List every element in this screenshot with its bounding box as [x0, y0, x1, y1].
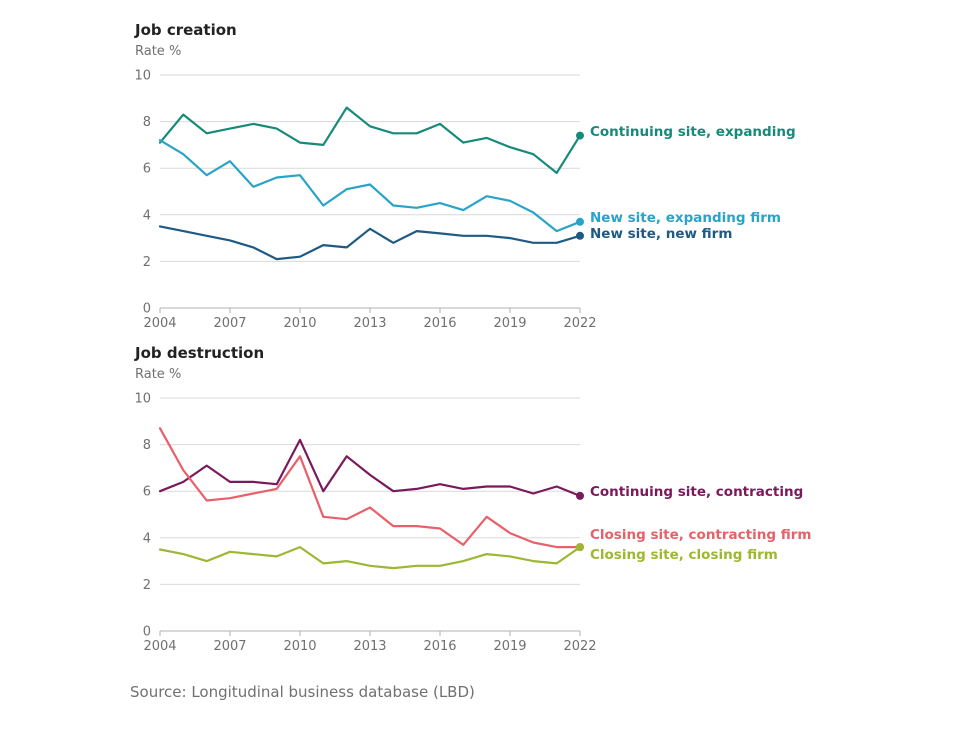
series-label-2: Closing site, closing firm — [590, 547, 778, 563]
x-tick-label: 2013 — [353, 639, 386, 654]
y-tick-label: 6 — [143, 485, 151, 500]
y-tick-label: 0 — [143, 302, 151, 317]
x-tick-label: 2004 — [143, 639, 176, 654]
series-line-0 — [158, 438, 582, 497]
series-label-2: New site, new firm — [590, 226, 732, 242]
x-tick-label: 2010 — [283, 316, 316, 331]
chart-title: Job creation — [134, 21, 237, 39]
y-tick-label: 10 — [134, 69, 151, 84]
x-tick-label: 2007 — [213, 639, 246, 654]
series-line-2 — [158, 225, 582, 261]
series-line-1 — [158, 139, 582, 233]
x-tick-label: 2019 — [493, 639, 526, 654]
x-tick-label: 2022 — [563, 316, 596, 331]
series-end-point-1 — [576, 217, 584, 226]
series-label-0: Continuing site, contracting — [590, 484, 803, 500]
x-tick-label: 2013 — [353, 316, 386, 331]
job-creation-panel: Job creation Rate % 0 2 4 6 8 10 2004 2007 2010 201… — [134, 21, 796, 331]
y-tick-label: 8 — [143, 115, 151, 130]
series-end-point-0 — [576, 491, 584, 500]
series-label-1: New site, expanding firm — [590, 210, 781, 226]
x-tick-label: 2007 — [213, 316, 246, 331]
series-line-1 — [158, 427, 582, 549]
series-end-point-2 — [576, 231, 584, 240]
series-label-1: Closing site, contracting firm — [590, 527, 811, 543]
y-axis-label: Rate % — [135, 44, 181, 59]
y-tick-label: 2 — [143, 255, 151, 270]
chart-title: Job destruction — [134, 344, 264, 362]
series-line-0 — [158, 106, 582, 174]
x-tick-label: 2004 — [143, 316, 176, 331]
y-tick-label: 2 — [143, 578, 151, 593]
y-tick-label: 4 — [143, 208, 151, 223]
series-label-0: Continuing site, expanding — [590, 124, 796, 140]
source-note: Source: Longitudinal business database (… — [130, 683, 475, 701]
series-end-point-0 — [576, 131, 584, 140]
y-tick-label: 4 — [143, 531, 151, 546]
x-tick-label: 2022 — [563, 639, 596, 654]
y-tick-label: 0 — [143, 625, 151, 640]
y-tick-label: 8 — [143, 438, 151, 453]
series-end-point-2 — [576, 543, 584, 552]
y-tick-label: 6 — [143, 162, 151, 177]
x-tick-label: 2016 — [423, 316, 456, 331]
y-axis-label: Rate % — [135, 367, 181, 382]
job-destruction-panel: Job destruction Rate % 0 2 4 6 8 10 2004 2007 2010… — [134, 344, 811, 654]
x-tick-label: 2019 — [493, 316, 526, 331]
series-line-2 — [158, 545, 582, 570]
y-tick-label: 10 — [134, 392, 151, 407]
x-tick-label: 2010 — [283, 639, 316, 654]
x-tick-label: 2016 — [423, 639, 456, 654]
